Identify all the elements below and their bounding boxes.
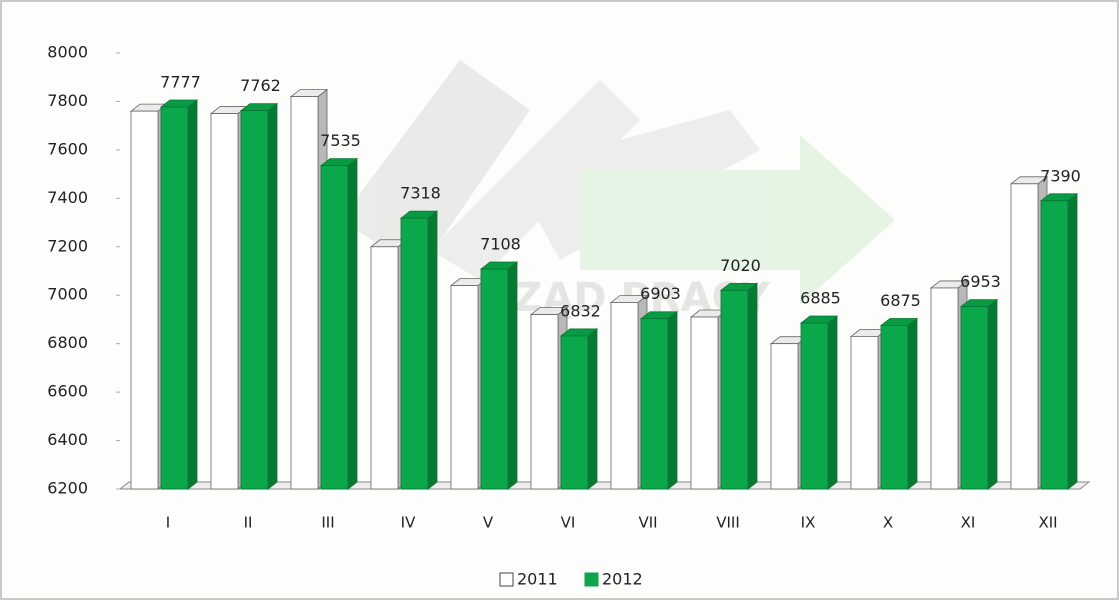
data-label: 7020 (720, 256, 761, 275)
y-tick-label: 8000 (47, 43, 88, 62)
y-tick-label: 6200 (47, 479, 88, 498)
bar (371, 247, 398, 489)
bar (851, 336, 878, 489)
bar (451, 286, 478, 489)
bar (801, 323, 828, 489)
bar-side (348, 159, 357, 489)
x-tick-label: XII (1038, 514, 1057, 532)
x-tick-label: III (321, 514, 334, 532)
bar-side (188, 100, 197, 489)
y-tick-label: 7400 (47, 188, 88, 207)
x-tick-label: IV (401, 514, 416, 532)
y-tick-label: 7600 (47, 139, 88, 158)
x-tick-label: I (166, 514, 170, 532)
bar (161, 107, 188, 489)
bar-side (828, 316, 837, 489)
bar (931, 288, 958, 489)
data-label: 7535 (320, 131, 361, 150)
bar (721, 290, 748, 489)
bar (131, 111, 158, 489)
y-tick-label: 7000 (47, 285, 88, 304)
data-label: 7390 (1040, 166, 1081, 185)
y-tick-label: 7200 (47, 236, 88, 255)
bar (961, 307, 988, 489)
bar (291, 97, 318, 489)
data-label: 7318 (400, 184, 441, 203)
bar (561, 336, 588, 489)
bar-side (508, 262, 517, 489)
data-label: 6832 (560, 301, 601, 320)
x-tick-label: VIII (716, 514, 740, 532)
bar-side (1068, 194, 1077, 489)
data-label: 6953 (960, 272, 1001, 291)
bar (401, 218, 428, 489)
x-tick-label: VII (638, 514, 657, 532)
bar-side (428, 211, 437, 489)
bar-side (268, 104, 277, 489)
bar-side (908, 319, 917, 490)
data-label: 7108 (480, 235, 521, 254)
y-tick-label: 6600 (47, 382, 88, 401)
data-label: 7762 (240, 76, 281, 95)
legend-label: 2011 (517, 570, 558, 589)
data-label: 7777 (160, 73, 201, 92)
legend-label: 2012 (602, 570, 643, 589)
x-tick-label: X (883, 514, 893, 532)
bar-side (748, 283, 757, 489)
bar (1011, 184, 1038, 489)
bar (691, 317, 718, 489)
bar-side (988, 300, 997, 489)
x-tick-label: V (483, 514, 494, 532)
x-tick-label: IX (801, 514, 816, 532)
bar (641, 319, 668, 489)
bar-side (668, 312, 677, 489)
bar (241, 111, 268, 489)
bar (881, 326, 908, 490)
data-label: 6875 (880, 291, 921, 310)
x-tick-label: XI (961, 514, 976, 532)
bar (211, 114, 238, 489)
legend-swatch (585, 573, 598, 586)
y-tick-label: 6400 (47, 430, 88, 449)
bar (611, 302, 638, 489)
bar-side (588, 329, 597, 489)
bar (531, 315, 558, 489)
data-label: 6903 (640, 284, 681, 303)
x-tick-label: VI (561, 514, 576, 532)
data-label: 6885 (800, 289, 841, 308)
y-tick-label: 6800 (47, 333, 88, 352)
y-tick-label: 7800 (47, 91, 88, 110)
x-tick-label: II (244, 514, 253, 532)
bar (481, 269, 508, 489)
chart: URZĄD PRACY 6200640066006800700072007400… (0, 0, 1119, 600)
bar (771, 344, 798, 489)
bar (321, 166, 348, 489)
bar (1041, 201, 1068, 489)
legend-swatch (500, 573, 513, 586)
